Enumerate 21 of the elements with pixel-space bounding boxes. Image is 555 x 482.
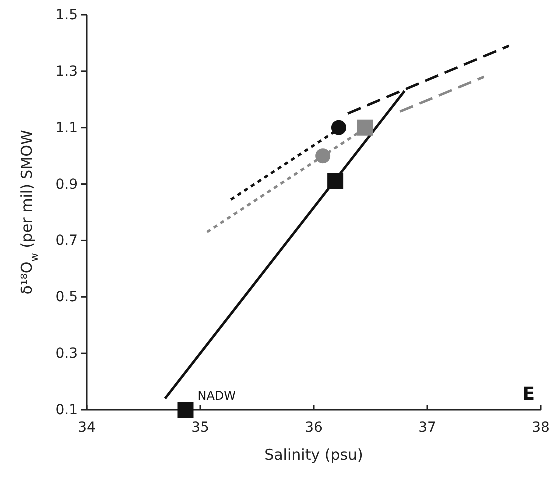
y-tick-label: 0.3 — [56, 346, 78, 362]
y-tick-label: 0.9 — [56, 176, 78, 193]
x-tick-label: 36 — [305, 420, 323, 436]
x-tick-label: 34 — [78, 420, 96, 436]
y-tick-label: 1.5 — [56, 7, 78, 24]
annotation: NADW — [198, 389, 236, 403]
x-tick-label: 38 — [532, 420, 550, 436]
point — [316, 148, 331, 164]
y-tick-label: 0.1 — [56, 402, 78, 418]
y-tick-label: 0.5 — [56, 290, 78, 306]
point — [178, 402, 194, 418]
x-tick-label: 37 — [418, 420, 436, 436]
annotation: E — [522, 384, 535, 405]
y-tick-label: 1.1 — [56, 120, 78, 136]
point — [328, 173, 344, 190]
y-tick-label: 1.3 — [56, 64, 78, 80]
y-tick-label: 0.7 — [56, 233, 78, 250]
point — [357, 120, 374, 136]
x-axis-title: Salinity (psu) — [264, 446, 364, 464]
point — [331, 120, 346, 136]
x-tick-label: 35 — [192, 420, 210, 436]
